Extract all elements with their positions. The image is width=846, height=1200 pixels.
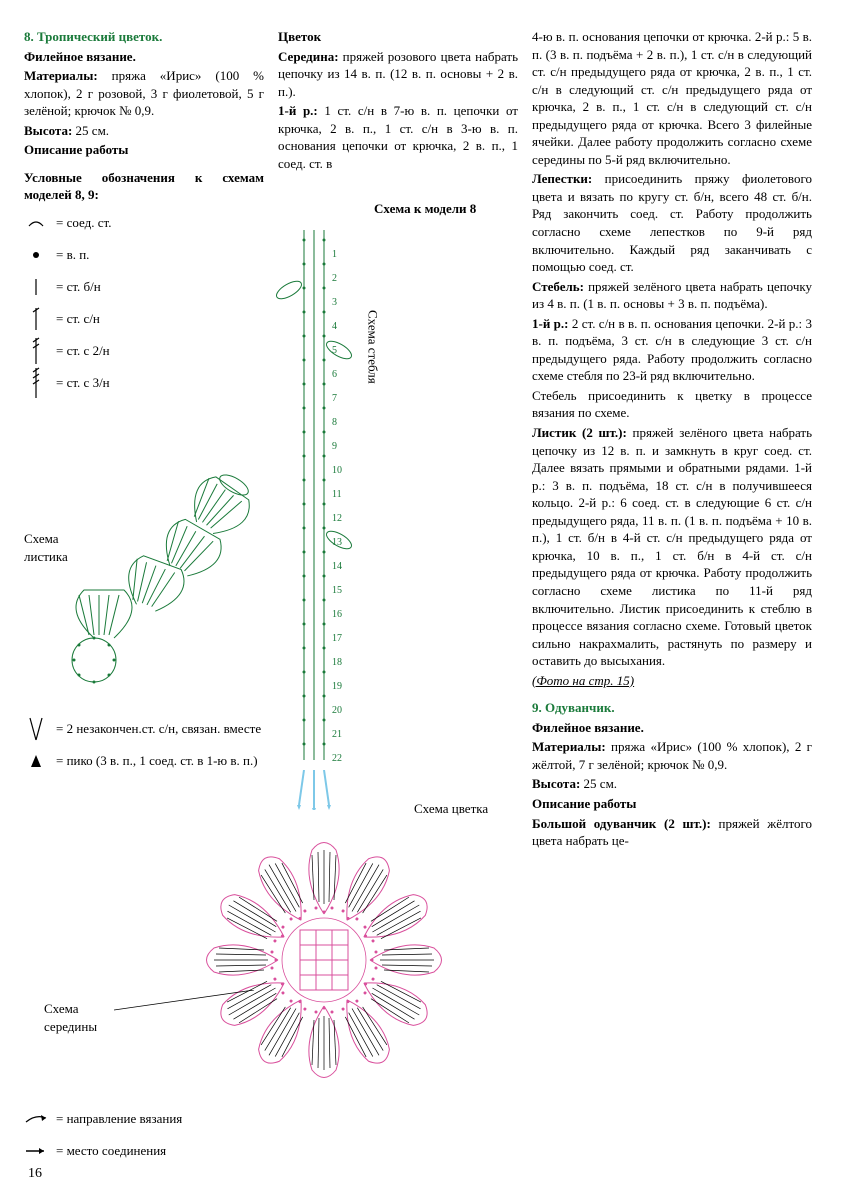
s9-subtitle: Филейное вязание. xyxy=(532,720,644,735)
dc2-icon xyxy=(24,338,48,364)
legend-row: = в. п. xyxy=(24,242,264,268)
work-description-label: Описание работы xyxy=(24,142,128,157)
s9-bigdand: Большой одуванчик (2 шт.): пряжей жёлтог… xyxy=(532,815,812,850)
s9-height: Высота: 25 см. xyxy=(532,775,812,793)
legend-row: = направление вязания xyxy=(24,1106,284,1132)
photo-reference: (Фото на стр. 15) xyxy=(532,672,812,690)
section8-title: 8. Тропический цветок. xyxy=(24,29,162,44)
join-arrow-icon xyxy=(24,1138,48,1164)
materials-line: Материалы: пряжа «Ирис» (100 % хлопок), … xyxy=(24,67,264,120)
legend-title: Условные обозначения к схемам моделей 8,… xyxy=(24,169,264,204)
height-line: Высота: 25 см. xyxy=(24,122,264,140)
legend-row: = место соединения xyxy=(24,1138,284,1164)
section9: 9. Одуванчик. Филейное вязание. Материал… xyxy=(532,699,812,849)
direction-arrow-icon xyxy=(24,1106,48,1132)
flower-title: Цветок xyxy=(278,29,321,44)
legend-row: = соед. ст. xyxy=(24,210,264,236)
dc3-icon xyxy=(24,370,48,396)
s9-materials: Материалы: пряжа «Ирис» (100 % хлопок), … xyxy=(532,738,812,773)
filet-subtitle: Филейное вязание. xyxy=(24,49,136,64)
legend-row: = ст. с 2/н xyxy=(24,338,264,364)
legend-arrows: = направление вязания = место соединения xyxy=(24,1100,284,1170)
right-p1: 4-ю в. п. основания цепочки от крючка. 2… xyxy=(532,28,812,168)
center-caption: Схема середины xyxy=(44,1000,124,1035)
chain-icon xyxy=(24,242,48,268)
sc-icon xyxy=(24,274,48,300)
legend-row: = ст. б/н xyxy=(24,274,264,300)
center-pointer xyxy=(114,990,264,1030)
s9-work-label: Описание работы xyxy=(532,796,636,811)
dc-icon xyxy=(24,306,48,332)
right-p6: Листик (2 шт.): пряжей зелёного цвета на… xyxy=(532,424,812,670)
right-column: 4-ю в. п. основания цепочки от крючка. 2… xyxy=(532,28,812,852)
slipstitch-icon xyxy=(24,210,48,236)
middle-p2: 1-й р.: 1 ст. с/н в 7-ю в. п. цепочки от… xyxy=(278,102,518,172)
right-p3: Стебель: пряжей зелёного цвета набрать ц… xyxy=(532,278,812,313)
page-number: 16 xyxy=(28,1165,42,1184)
legend-block: Условные обозначения к схемам моделей 8,… xyxy=(24,169,264,396)
right-p2: Лепестки: присоединить пряжу фиолетового… xyxy=(532,170,812,275)
left-column: 8. Тропический цветок. Филейное вязание.… xyxy=(24,28,264,852)
middle-column: Цветок Середина: пряжей розового цвета н… xyxy=(278,28,518,852)
legend-row: = ст. с/н xyxy=(24,306,264,332)
legend-row: = ст. с 3/н xyxy=(24,370,264,396)
section9-title: 9. Одуванчик. xyxy=(532,700,615,715)
middle-p1: Середина: пряжей розового цвета набрать … xyxy=(278,48,518,101)
right-p5: Стебель присоединить к цветку в процессе… xyxy=(532,387,812,422)
right-p4: 1-й р.: 2 ст. с/н в в. п. основания цепо… xyxy=(532,315,812,385)
